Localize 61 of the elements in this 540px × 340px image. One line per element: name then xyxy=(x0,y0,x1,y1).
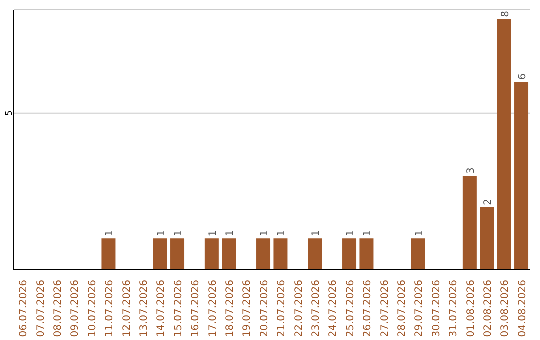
bar xyxy=(342,238,357,270)
x-tick-label: 24.07.2026 xyxy=(328,280,340,338)
x-tick-label: 26.07.2026 xyxy=(362,280,374,338)
x-tick-label: 30.07.2026 xyxy=(431,280,442,338)
x-tick-label: 01.08.2026 xyxy=(466,280,477,338)
bar xyxy=(256,238,271,270)
bar xyxy=(308,238,322,270)
bar xyxy=(274,238,288,270)
data-label: 1 xyxy=(311,230,322,237)
data-label: 2 xyxy=(483,198,494,206)
x-tick-label: 14.07.2026 xyxy=(156,280,168,338)
bar xyxy=(480,207,494,270)
x-tick-label: 28.07.2026 xyxy=(397,280,408,338)
data-label: 1 xyxy=(362,230,374,237)
data-label: 1 xyxy=(346,230,357,237)
data-label: 1 xyxy=(225,230,236,237)
x-tick-label: 06.07.2026 xyxy=(18,280,30,338)
data-label: 3 xyxy=(466,168,477,174)
bar xyxy=(462,176,477,270)
data-label: 1 xyxy=(174,230,185,237)
data-label: 1 xyxy=(276,230,288,237)
x-tick-label: 27.07.2026 xyxy=(380,280,391,338)
x-tick-label: 17.07.2026 xyxy=(208,280,219,338)
x-tick-label: 21.07.2026 xyxy=(276,280,288,338)
data-label: 1 xyxy=(208,230,219,237)
bar xyxy=(102,238,116,270)
x-tick-label: 15.07.2026 xyxy=(173,280,184,338)
x-tick-label: 12.07.2026 xyxy=(122,280,133,338)
data-label: 1 xyxy=(414,230,426,237)
y-tick-label: 5 xyxy=(5,110,15,116)
data-label: 8 xyxy=(500,11,512,18)
data-label: 1 xyxy=(260,230,271,237)
x-tick-label: 22.07.2026 xyxy=(294,280,305,338)
x-tick-label: 31.07.2026 xyxy=(448,280,460,338)
x-tick-label: 11.07.2026 xyxy=(104,280,116,338)
bar xyxy=(204,238,219,270)
data-label: 6 xyxy=(518,74,529,80)
bar xyxy=(170,238,185,270)
x-tick-label: 04.08.2026 xyxy=(517,280,528,338)
x-tick-label: 03.08.2026 xyxy=(500,280,512,338)
x-tick-label: 10.07.2026 xyxy=(87,280,98,338)
x-tick-label: 19.07.2026 xyxy=(242,280,254,338)
bar xyxy=(497,19,512,270)
x-tick-label: 23.07.2026 xyxy=(311,280,322,338)
x-tick-label: 18.07.2026 xyxy=(225,280,236,338)
x-tick-label: 08.07.2026 xyxy=(53,280,64,338)
bar xyxy=(222,238,236,270)
data-label: 1 xyxy=(156,230,168,237)
x-tick-label: 16.07.2026 xyxy=(190,280,202,338)
bar xyxy=(360,238,374,270)
x-tick-label: 02.08.2026 xyxy=(483,280,494,338)
x-tick-label: 20.07.2026 xyxy=(259,280,270,338)
bar xyxy=(153,238,168,270)
data-label: 1 xyxy=(104,230,116,237)
bar xyxy=(411,238,426,270)
x-tick-label: 29.07.2026 xyxy=(414,280,426,338)
x-tick-label: 25.07.2026 xyxy=(345,280,356,338)
bar xyxy=(514,82,529,270)
x-tick-label: 09.07.2026 xyxy=(70,280,82,338)
x-tick-label: 13.07.2026 xyxy=(139,280,150,338)
x-tick-label: 07.07.2026 xyxy=(36,280,47,338)
